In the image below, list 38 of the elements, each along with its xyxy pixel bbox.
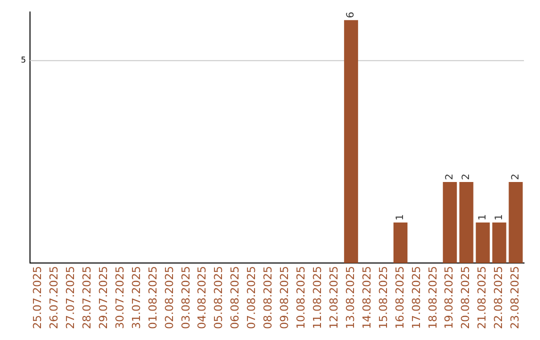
x-tick-label: 07.08.2025: [245, 266, 258, 330]
x-tick-label: 29.07.2025: [96, 266, 110, 330]
x-tick-label: 26.07.2025: [48, 266, 61, 330]
x-tick-label: 11.08.2025: [311, 266, 324, 330]
ref-line-label: 5: [20, 56, 26, 65]
x-tick-label: 06.08.2025: [228, 266, 242, 330]
data-label: 1: [395, 214, 406, 221]
x-tick-label: 09.08.2025: [278, 266, 292, 330]
data-label: 2: [460, 174, 472, 180]
x-tick-label: 28.07.2025: [80, 266, 94, 330]
x-tick-label: 13.08.2025: [344, 266, 357, 330]
x-tick-label: 25.07.2025: [31, 266, 44, 330]
x-tick-label: 22.08.2025: [492, 266, 506, 330]
data-label: 2: [510, 174, 522, 180]
x-tick-label: 15.08.2025: [376, 266, 390, 330]
x-tick-label: 21.08.2025: [476, 266, 489, 330]
x-tick-label: 20.08.2025: [459, 266, 472, 330]
data-label: 2: [444, 174, 456, 180]
x-tick-label: 14.08.2025: [360, 266, 374, 330]
x-tick-label: 12.08.2025: [327, 266, 340, 330]
data-label: 1: [477, 214, 488, 221]
x-tick-label: 17.08.2025: [410, 266, 423, 330]
x-tick-label: 01.08.2025: [146, 266, 160, 330]
x-tick-label: 10.08.2025: [294, 266, 308, 330]
x-tick-label: 04.08.2025: [196, 266, 209, 330]
x-tick-label: 03.08.2025: [179, 266, 192, 330]
x-tick-label: 16.08.2025: [393, 266, 406, 330]
x-tick-label: 18.08.2025: [426, 266, 440, 330]
x-tick-label: 30.07.2025: [113, 266, 126, 330]
x-tick-label: 19.08.2025: [442, 266, 456, 330]
x-tick-label: 05.08.2025: [212, 266, 226, 330]
data-label: 6: [346, 12, 357, 18]
x-tick-label: 27.07.2025: [64, 266, 78, 330]
x-tick-label: 02.08.2025: [162, 266, 176, 330]
x-tick-label: 08.08.2025: [262, 266, 275, 330]
x-tick-label: 31.07.2025: [130, 266, 143, 330]
x-tick-label: 23.08.2025: [508, 266, 522, 330]
data-label: 1: [494, 214, 505, 221]
